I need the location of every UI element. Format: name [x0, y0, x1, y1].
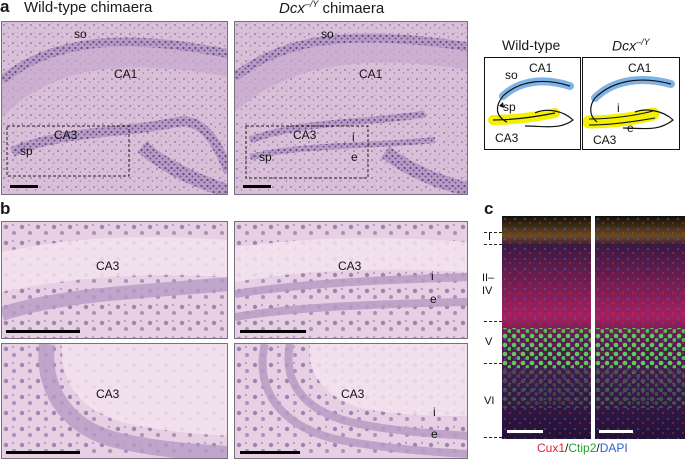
- diagram-label-ca1: CA1: [628, 61, 652, 75]
- caption-cux1: Cux1: [537, 441, 566, 455]
- label-so: so: [321, 27, 334, 41]
- layer-label-VI: VI: [484, 395, 495, 407]
- micrograph-a-wild-type: so CA1 CA3 sp: [1, 21, 228, 195]
- title-wild-type-chimaera: Wild-type chimaera: [24, 0, 153, 16]
- micrograph-a-dcx: so CA1 CA3 sp i e: [234, 21, 468, 195]
- layer-label-V: V: [485, 336, 493, 348]
- caption-ctip2: Ctip2: [568, 441, 597, 455]
- panel-letter-a: a: [0, 0, 10, 16]
- label-ca3: CA3: [338, 259, 362, 273]
- diagram-label-ca3: CA3: [593, 133, 617, 147]
- scale-bar: [6, 330, 80, 333]
- layer-boundary: [484, 321, 502, 322]
- diagram-label-sp: sp: [503, 100, 516, 114]
- label-ca1: CA1: [114, 67, 138, 81]
- caption-slash: /: [565, 441, 569, 455]
- title-gene: Dcx: [279, 0, 305, 17]
- micrograph-b-wild-type-bottom: CA3: [1, 343, 228, 459]
- micrograph-b-dcx-top: CA3 i e: [234, 221, 468, 339]
- panel-letter-b: b: [0, 199, 11, 218]
- scale-bar: [240, 451, 300, 454]
- diagram-label-so: so: [505, 68, 518, 82]
- fluorescence-wild-type: [502, 216, 591, 439]
- label-ca3: CA3: [96, 387, 120, 401]
- micrograph-b-dcx-bottom: CA3 i e: [234, 343, 468, 459]
- label-ca1: CA1: [359, 67, 383, 81]
- diagram-label-ca3: CA3: [495, 131, 519, 145]
- diagram-label-e: e: [627, 121, 634, 135]
- label-i: i: [352, 130, 355, 144]
- label-i: i: [431, 269, 434, 283]
- label-e: e: [351, 150, 358, 164]
- scale-bar: [599, 430, 633, 433]
- diagram-label-i: i: [617, 101, 620, 115]
- label-i: i: [433, 405, 436, 419]
- diagram-label-ca1: CA1: [529, 61, 553, 75]
- scale-bar: [10, 185, 38, 188]
- scale-bar: [6, 451, 80, 454]
- diagram-gene: Dcx: [612, 37, 637, 54]
- micrograph-b-wild-type-top: CA3: [1, 221, 228, 339]
- layer-boundary: [484, 232, 502, 233]
- panel-letter-c: c: [484, 199, 494, 218]
- diagram-title-dcx: Dcx–/Y: [612, 37, 650, 54]
- label-e: e: [430, 292, 437, 306]
- title-gene-sup: –/Y: [304, 0, 319, 9]
- caption-dapi: DAPI: [599, 441, 628, 455]
- label-so: so: [74, 27, 87, 41]
- label-ca3: CA3: [54, 128, 78, 142]
- label-ca3: CA3: [96, 259, 120, 273]
- scale-bar: [240, 330, 306, 333]
- label-ca3: CA3: [293, 128, 317, 142]
- scale-bar: [507, 430, 543, 433]
- fluorescence-caption: Cux1/Ctip2/DAPI: [537, 441, 628, 455]
- diagram-gene-sup: –/Y: [636, 37, 650, 47]
- scale-bar: [243, 185, 271, 188]
- label-sp: sp: [20, 144, 33, 158]
- label-e: e: [431, 427, 438, 441]
- layer-label-I: I: [488, 231, 492, 243]
- diagram-wild-type: so CA1 sp CA3: [484, 57, 581, 150]
- diagram-title-wild-type: Wild-type: [502, 37, 561, 53]
- caption-slash: /: [596, 441, 600, 455]
- layer-label-II-IV: II– IV: [482, 272, 495, 297]
- title-suffix: chimaera: [318, 0, 385, 17]
- title-dcx-chimaera: Dcx–/Y chimaera: [279, 0, 384, 17]
- layer-boundary: [484, 363, 502, 364]
- label-sp: sp: [259, 150, 272, 164]
- label-ca3: CA3: [341, 387, 365, 401]
- fluorescence-dcx: [595, 216, 685, 439]
- diagram-dcx: CA1 i e CA3: [582, 57, 680, 150]
- layer-boundary: [484, 244, 502, 245]
- layer-boundary: [484, 437, 502, 438]
